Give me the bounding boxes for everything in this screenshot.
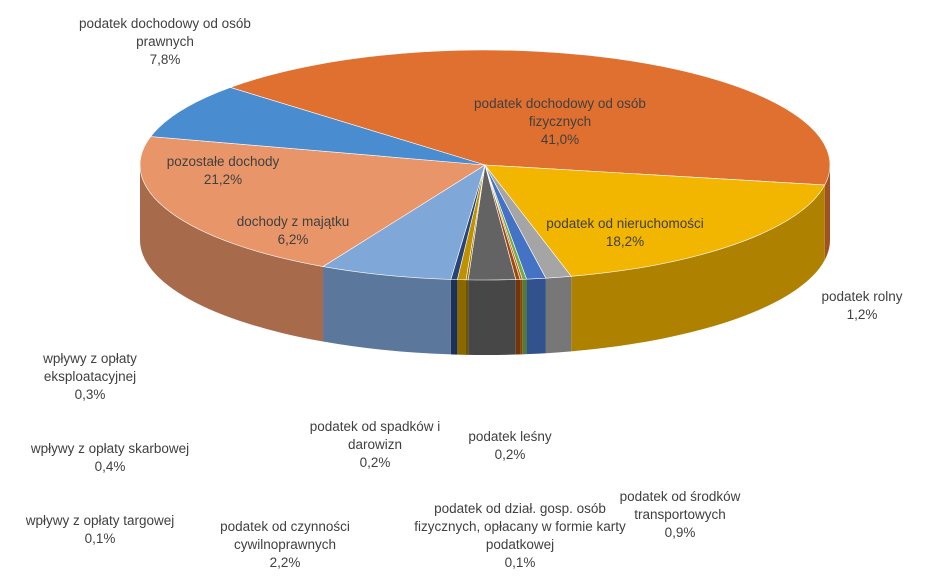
slice-label: dochody z majątku 6,2% — [218, 213, 368, 249]
slice — [150, 87, 486, 166]
slice-side — [545, 276, 572, 354]
slice-value: 0,2% — [359, 455, 391, 470]
slice-name: podatek od dział. gosp. osób fizycznych,… — [414, 501, 626, 552]
slice-side — [824, 165, 830, 260]
slice-value: 6,2% — [277, 232, 309, 247]
slice-side — [571, 184, 825, 352]
slice-label: podatek od środków transportowych 0,9% — [580, 488, 780, 542]
slice-name: wpływy z opłaty skarbowej — [30, 441, 190, 456]
slice-side — [465, 279, 469, 355]
slice-value: 0,2% — [494, 447, 526, 462]
slice-value: 7,8% — [149, 52, 181, 67]
slice-value: 2,2% — [269, 555, 301, 570]
slice-name: pozostałe dochody — [166, 154, 280, 169]
slice-label: wpływy z opłaty eksploatacyjnej 0,3% — [5, 350, 175, 404]
slice-name: podatek od czynności cywilnoprawnych — [220, 519, 350, 552]
slice-name: wpływy z opłaty eksploatacyjnej — [43, 351, 137, 384]
slice-name: podatek od spadków i darowizn — [309, 419, 441, 452]
slice — [229, 49, 831, 186]
slice-name: podatek rolny — [821, 289, 903, 304]
slice — [322, 164, 486, 280]
slice-name: podatek od środków transportowych — [619, 489, 741, 522]
slice-label: podatek od czynności cywilnoprawnych 2,2% — [185, 518, 385, 572]
slice-value: 0,9% — [664, 525, 696, 540]
slice-side — [520, 279, 523, 355]
slice-name: podatek leśny — [468, 429, 552, 444]
slice-name: podatek od nieruchomości — [546, 216, 704, 231]
slice-value: 21,2% — [203, 172, 243, 187]
slice-label: podatek dochodowy od osób prawnych 7,8% — [65, 15, 265, 69]
slice — [484, 164, 826, 277]
slice-label: podatek dochodowy od osób fizycznych 41,0… — [460, 95, 660, 149]
slice-name: podatek dochodowy od osób prawnych — [79, 16, 251, 49]
slice-label: podatek od spadków i darowizn 0,2% — [290, 418, 460, 472]
slice-side — [140, 165, 324, 342]
slice-value: 0,3% — [74, 387, 106, 402]
slice-value: 0,1% — [84, 531, 116, 546]
slice-value: 1,2% — [846, 307, 878, 322]
slice-side — [522, 279, 527, 355]
slice-label: wpływy z opłaty targowej 0,1% — [0, 512, 200, 548]
slice-side — [323, 266, 451, 355]
slice-label: podatek od dział. gosp. osób fizycznych,… — [405, 500, 635, 572]
slice-name: dochody z majątku — [236, 214, 350, 229]
slice-side — [515, 279, 521, 355]
slice-label: podatek leśny 0,2% — [450, 428, 570, 464]
slice-name: podatek dochodowy od osób fizycznych — [474, 96, 646, 129]
slice-side — [457, 279, 466, 355]
slice-value: 18,2% — [605, 234, 645, 249]
slice-label: podatek od nieruchomości 18,2% — [515, 215, 735, 251]
slice-value: 0,1% — [504, 555, 536, 570]
slice-label: wpływy z opłaty skarbowej 0,4% — [0, 440, 220, 476]
slice-name: wpływy z opłaty targowej — [25, 513, 175, 528]
slice-value: 0,4% — [94, 459, 126, 474]
slice — [139, 136, 486, 267]
slice-side — [468, 279, 516, 355]
slice-label: podatek rolny 1,2% — [802, 288, 922, 324]
slice-side — [526, 278, 546, 355]
slice-value: 41,0% — [540, 132, 580, 147]
slice-label: pozostałe dochody 21,2% — [143, 153, 303, 189]
slice-side — [450, 279, 458, 355]
